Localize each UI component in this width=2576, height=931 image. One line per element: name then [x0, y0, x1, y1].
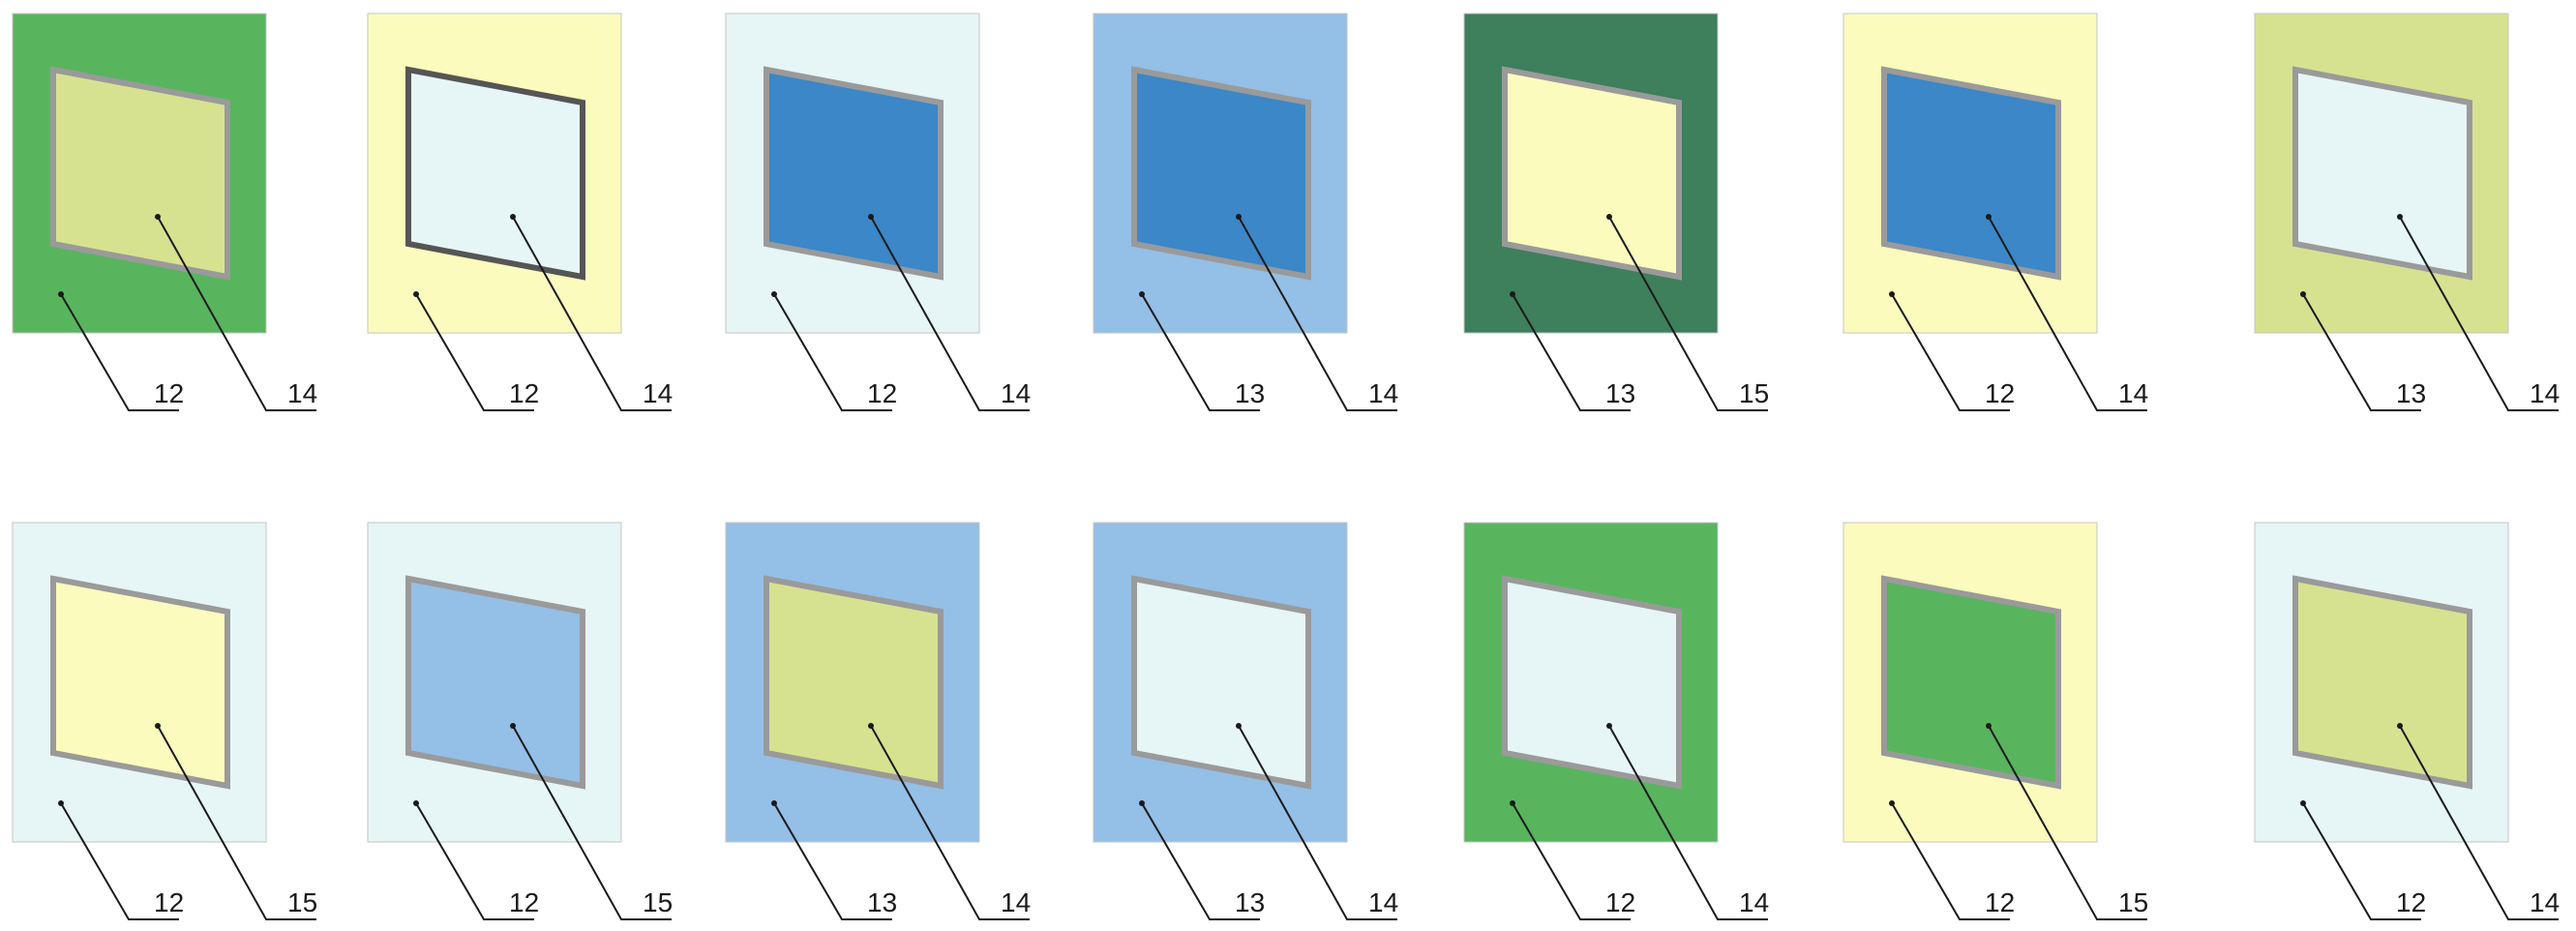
reference-numeral-background: 12 — [154, 887, 184, 917]
leader-line — [2302, 802, 2421, 920]
insert-panel — [405, 66, 585, 281]
figure-panel: 13 15 — [1463, 13, 1769, 411]
insert-panel — [2292, 66, 2472, 281]
reference-numeral-background: 13 — [1235, 378, 1265, 408]
leader-line — [415, 802, 534, 920]
insert-panel — [1131, 66, 1311, 281]
reference-numeral-insert: 15 — [643, 887, 673, 917]
figure-panel: 12 15 — [1842, 522, 2148, 920]
insert-panel — [1131, 575, 1311, 790]
figure-panel: 12 14 — [725, 13, 1031, 411]
leader-line — [870, 725, 1030, 920]
leader-line — [2302, 293, 2421, 411]
reference-numeral-background: 13 — [1605, 378, 1635, 408]
figure-panel: 13 14 — [1093, 13, 1398, 411]
leader-line — [1608, 216, 1768, 411]
figure-panel: 13 14 — [725, 522, 1031, 920]
reference-numeral-insert: 14 — [1739, 887, 1769, 917]
leader-line — [1141, 293, 1260, 411]
leader-line — [773, 802, 892, 920]
reference-numeral-background: 13 — [1235, 887, 1265, 917]
leader-line — [1891, 293, 2010, 411]
leader-line — [2399, 725, 2559, 920]
leader-line — [157, 725, 316, 920]
figure-panel: 12 14 — [367, 13, 673, 411]
leader-line — [60, 293, 179, 411]
reference-numeral-insert: 14 — [287, 378, 317, 408]
insert-panel — [764, 66, 944, 281]
leader-line — [2399, 216, 2559, 411]
leader-line — [1141, 802, 1260, 920]
insert-panel — [1502, 575, 1682, 790]
leader-line — [157, 216, 316, 411]
reference-numeral-insert: 14 — [2530, 378, 2560, 408]
figure-panel: 12 14 — [1842, 13, 2148, 411]
reference-numeral-background: 12 — [1985, 378, 2015, 408]
figure-panel: 12 14 — [2254, 522, 2560, 920]
leader-line — [1988, 725, 2147, 920]
insert-panel — [2292, 575, 2472, 790]
reference-numeral-insert: 15 — [2118, 887, 2148, 917]
reference-numeral-background: 12 — [509, 887, 539, 917]
reference-numeral-background: 12 — [867, 378, 897, 408]
figure-panel: 12 14 — [1463, 522, 1769, 920]
insert-panel — [50, 66, 230, 281]
reference-numeral-insert: 15 — [287, 887, 317, 917]
leader-line — [773, 293, 892, 411]
leader-line — [415, 293, 534, 411]
leader-line — [1512, 293, 1631, 411]
leader-line — [60, 802, 179, 920]
insert-panel — [764, 575, 944, 790]
leader-line — [512, 725, 672, 920]
reference-numeral-insert: 14 — [643, 378, 673, 408]
insert-panel — [1881, 575, 2061, 790]
leader-line — [1988, 216, 2147, 411]
leader-line — [1608, 725, 1768, 920]
insert-panel — [405, 575, 585, 790]
figure-panel: 12 15 — [12, 522, 317, 920]
figure-panel: 13 14 — [2254, 13, 2560, 411]
insert-panel — [1881, 66, 2061, 281]
figure-panel: 12 15 — [367, 522, 673, 920]
reference-numeral-background: 13 — [867, 887, 897, 917]
leader-line — [512, 216, 672, 411]
reference-numeral-insert: 14 — [2530, 887, 2560, 917]
reference-numeral-background: 12 — [2396, 887, 2426, 917]
leader-line — [1238, 216, 1397, 411]
leader-line — [1891, 802, 2010, 920]
reference-numeral-background: 12 — [509, 378, 539, 408]
reference-numeral-insert: 14 — [1368, 378, 1398, 408]
reference-numeral-insert: 14 — [1001, 378, 1031, 408]
leader-line — [1238, 725, 1397, 920]
insert-panel — [50, 575, 230, 790]
figure-panel: 12 14 — [12, 13, 317, 411]
leader-line — [870, 216, 1030, 411]
insert-panel — [1502, 66, 1682, 281]
reference-numeral-background: 12 — [154, 378, 184, 408]
figure-panel: 13 14 — [1093, 522, 1398, 920]
reference-numeral-insert: 15 — [1739, 378, 1769, 408]
reference-numeral-background: 12 — [1985, 887, 2015, 917]
leader-line — [1512, 802, 1631, 920]
reference-numeral-insert: 14 — [1368, 887, 1398, 917]
reference-numeral-background: 13 — [2396, 378, 2426, 408]
reference-numeral-background: 12 — [1605, 887, 1635, 917]
reference-numeral-insert: 14 — [1001, 887, 1031, 917]
reference-numeral-insert: 14 — [2118, 378, 2148, 408]
